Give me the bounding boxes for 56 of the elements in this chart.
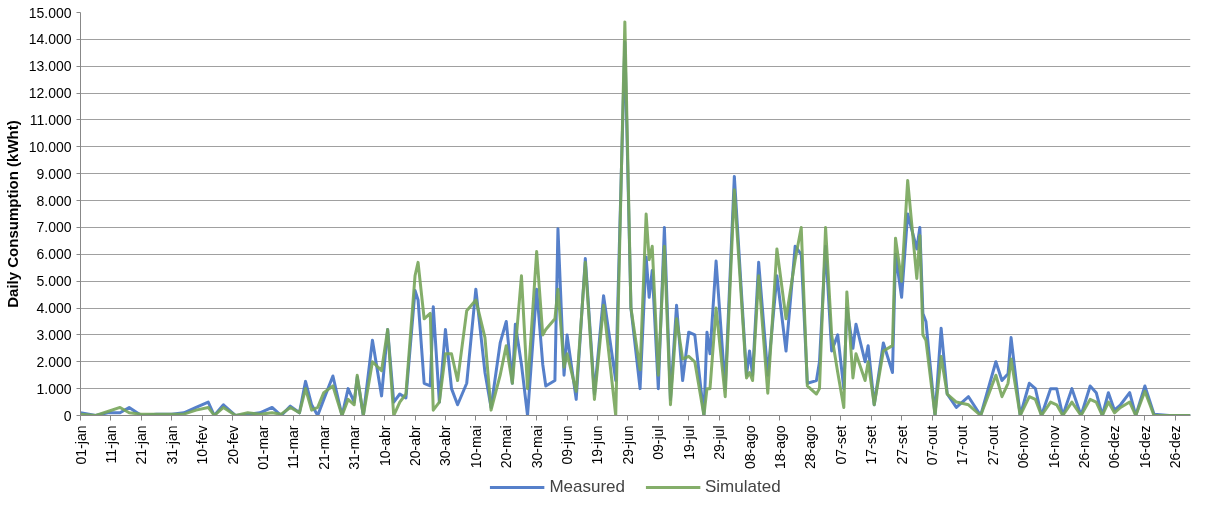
x-tick-label: 09-jul [650,425,667,460]
x-tick-label: 27-out [984,425,1001,466]
x-tick-label: 20-abr [407,425,424,466]
y-tick-label: 8.000 [36,192,72,209]
x-tick-label: 07-set [832,425,849,465]
x-tick-label: 26-nov [1076,425,1093,469]
x-tick-label: 19-jul [680,425,697,460]
x-tick-label: 16-dez [1136,425,1153,469]
x-tick-label: 26-dez [1167,425,1184,469]
x-tick-label: 17-out [954,425,971,466]
x-tick-label: 07-out [924,425,941,466]
x-tick-label: 17-set [863,425,880,465]
y-tick-label: 0 [63,407,72,424]
y-tick-label: 12.000 [28,85,72,102]
x-tick-label: 20-fev [224,425,241,465]
x-tick-label: 01-jan [72,425,89,465]
x-tick-label: 10-mai [467,425,484,469]
x-tick-label: 06-nov [1015,425,1032,469]
y-tick-label: 10.000 [28,138,72,155]
x-tick-label: 29-jul [711,425,728,460]
y-axis-title: Daily Consumption (kWht) [3,120,21,308]
y-tick-label: 15.000 [28,4,72,21]
x-tick-label: 01-mar [254,425,271,470]
x-tick-label: 31-jan [163,425,180,465]
y-tick-label: 6.000 [36,246,72,263]
y-tick-label: 4.000 [36,300,72,317]
x-tick-label: 18-ago [771,425,788,470]
y-tick-label: 1.000 [36,380,72,397]
y-tick-label: 2.000 [36,353,72,370]
legend-label: Simulated [705,477,781,497]
x-tick-label: 19-jun [589,425,606,465]
y-tick-label: 11.000 [29,111,72,128]
x-tick-label: 31-mar [346,425,363,470]
legend-label: Measured [549,477,625,497]
y-tick-label: 13.000 [28,58,72,75]
x-tick-label: 21-jan [133,425,150,465]
x-tick-label: 10-abr [376,425,393,466]
x-tick-label: 11-jan [102,425,119,464]
x-tick-label: 10-fev [194,425,211,465]
y-tick-label: 3.000 [36,326,72,343]
x-tick-label: 27-set [893,425,910,465]
x-tick-label: 06-dez [1106,425,1123,469]
x-tick-label: 16-nov [1045,425,1062,469]
y-tick-label: 14.000 [28,31,72,48]
y-tick-label: 9.000 [36,165,72,182]
x-tick-label: 28-ago [802,425,819,470]
x-tick-label: 09-jun [559,425,576,465]
x-tick-label: 30-mai [528,425,545,469]
x-tick-label: 29-jun [619,425,636,465]
x-tick-label: 30-abr [437,425,454,466]
x-tick-label: 21-mar [315,425,332,470]
y-tick-label: 7.000 [36,219,72,236]
x-tick-label: 20-mai [498,425,515,469]
y-tick-label: 5.000 [36,273,72,290]
x-tick-label: 11-mar [285,425,302,469]
x-tick-label: 08-ago [741,425,758,470]
